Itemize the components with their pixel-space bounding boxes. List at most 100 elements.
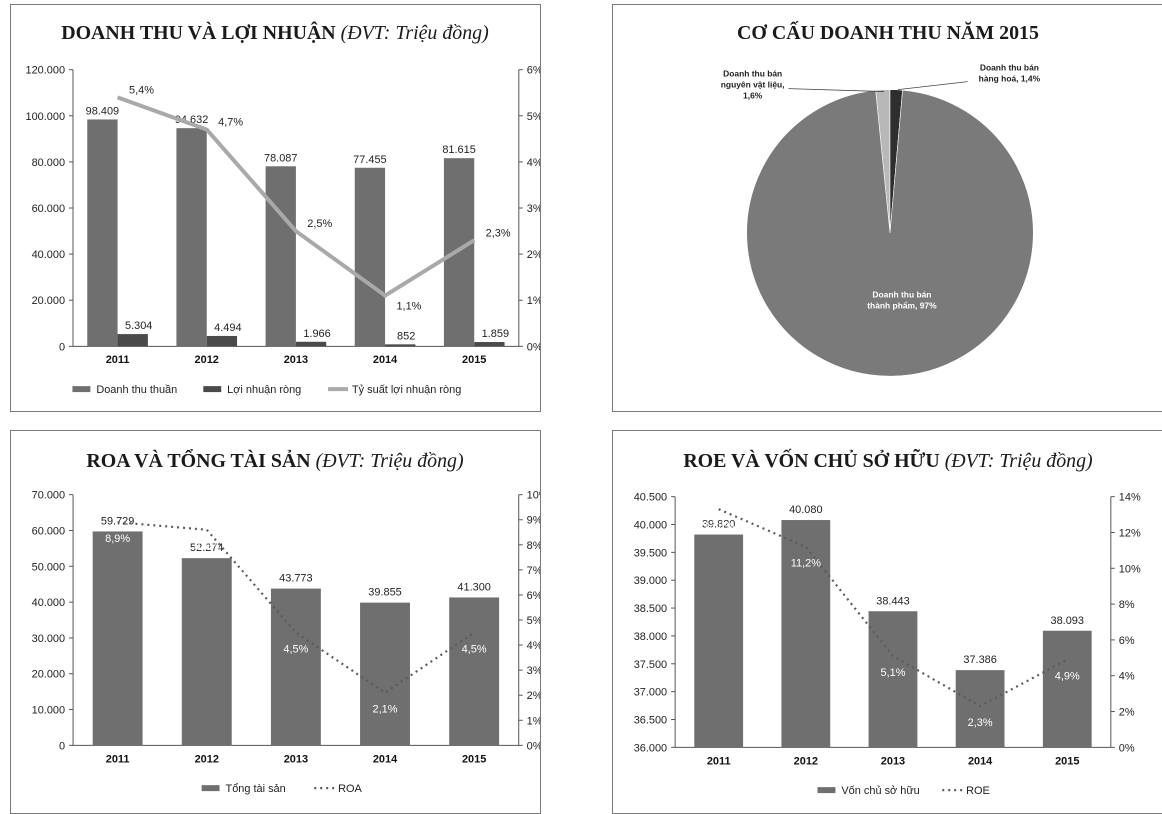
bar-value-label: 852 bbox=[397, 330, 415, 342]
y-tick-label: 0 bbox=[59, 341, 65, 353]
line-value-label: 4,7% bbox=[218, 117, 243, 129]
line-value-label: 2,3% bbox=[968, 717, 993, 729]
series-dotted-line bbox=[718, 508, 1068, 708]
y-tick-label: 50.000 bbox=[32, 561, 65, 573]
y-tick-label: 38.500 bbox=[634, 603, 667, 615]
bar bbox=[181, 558, 232, 746]
bar-value-label: 37.386 bbox=[963, 654, 996, 666]
bar bbox=[117, 334, 148, 347]
y2-tick-label: 9% bbox=[527, 515, 540, 527]
y2-tick-label: 10% bbox=[527, 490, 540, 502]
y-tick-label: 120.000 bbox=[25, 65, 65, 77]
y-tick-label: 60.000 bbox=[32, 203, 65, 215]
chart-title-main: ROA VÀ TỔNG TÀI SẢN bbox=[86, 450, 311, 472]
bar-value-label: 4.494 bbox=[214, 322, 241, 334]
line-value-label: 2,3% bbox=[486, 227, 511, 239]
line-value-label: 5,1% bbox=[881, 667, 906, 679]
y-tick-label: 36.000 bbox=[634, 742, 667, 754]
bar bbox=[360, 602, 410, 746]
pie-label-goods-1: Doanh thu bán bbox=[980, 63, 1039, 73]
line-value-label: 11,2% bbox=[791, 558, 821, 570]
x-tick-label: 2014 bbox=[373, 753, 398, 765]
bar-value-label: 52.274 bbox=[190, 542, 223, 554]
y2-tick-label: 0% bbox=[1119, 742, 1135, 754]
y-tick-label: 38.000 bbox=[634, 631, 667, 643]
y2-tick-label: 5% bbox=[527, 111, 540, 123]
y2-tick-label: 0% bbox=[527, 740, 540, 752]
x-tick-label: 2015 bbox=[462, 753, 486, 765]
revenue-profit-chart: DOANH THU VÀ LỢI NHUẬN (ĐVT: Triệu đồng)… bbox=[10, 4, 541, 412]
y-tick-label: 40.000 bbox=[32, 249, 65, 261]
y-tick-label: 40.500 bbox=[634, 492, 667, 504]
y2-tick-label: 8% bbox=[527, 540, 540, 552]
pie-label-material-2: nguyên vật liệu, bbox=[721, 80, 785, 90]
pie-leader-line bbox=[897, 81, 968, 90]
line-value-label: 4,5% bbox=[283, 643, 308, 655]
roa-assets-svg: ROA VÀ TỔNG TÀI SẢN (ĐVT: Triệu đồng) 0 1… bbox=[32, 450, 540, 795]
bar-value-label: 38.443 bbox=[876, 595, 909, 607]
legend-label: ROA bbox=[338, 783, 362, 795]
chart-title-unit: (ĐVT: Triệu đồng) bbox=[341, 22, 489, 44]
legend-swatch bbox=[201, 785, 220, 792]
chart-title: DOANH THU VÀ LỢI NHUẬN (ĐVT: Triệu đồng) bbox=[61, 21, 489, 44]
x-tick-label: 2013 bbox=[881, 755, 905, 767]
bar-value-label: 77.455 bbox=[353, 154, 386, 166]
line-value-label: 4,9% bbox=[1055, 670, 1080, 682]
legend-label: Tỷ suất lợi nhuận ròng bbox=[352, 384, 461, 396]
x-tick-label: 2011 bbox=[106, 753, 130, 765]
bar bbox=[176, 128, 207, 347]
chart-title: ROA VÀ TỔNG TÀI SẢN (ĐVT: Triệu đồng) bbox=[86, 450, 463, 472]
line-value-label: 13,3% bbox=[703, 520, 734, 532]
y-tick-label: 20.000 bbox=[32, 295, 65, 307]
bar-value-label: 1.859 bbox=[482, 328, 509, 340]
line-value-label: 1,1% bbox=[396, 301, 421, 313]
y-tick-label: 20.000 bbox=[32, 669, 65, 681]
y2-tick-label: 5% bbox=[527, 615, 540, 627]
y2-tick-label: 10% bbox=[1119, 563, 1141, 575]
bar-value-label: 59.729 bbox=[101, 515, 134, 527]
x-tick-label: 2012 bbox=[794, 755, 818, 767]
legend-label: ROE bbox=[966, 785, 990, 797]
x-tick-label: 2014 bbox=[373, 354, 398, 366]
y2-tick-label: 4% bbox=[527, 640, 540, 652]
line-value-label: 8,6% bbox=[194, 541, 219, 553]
bar bbox=[694, 534, 744, 748]
bar-value-label: 43.773 bbox=[279, 573, 312, 585]
pie-label-finished-1: Doanh thu bán bbox=[872, 290, 931, 300]
y2-tick-label: 1% bbox=[527, 295, 540, 307]
y-tick-label: 10.000 bbox=[32, 705, 65, 717]
chart-title-main: ROE VÀ VỐN CHỦ SỞ HỮU bbox=[683, 450, 939, 472]
y2-tick-label: 6% bbox=[527, 65, 540, 77]
y2-tick-label: 12% bbox=[1119, 527, 1141, 539]
y-tick-label: 100.000 bbox=[25, 111, 65, 123]
revenue-structure-svg: CƠ CẤU DOANH THU NĂM 2015 Doanh thu bánn… bbox=[721, 20, 1041, 377]
y2-tick-label: 8% bbox=[1119, 599, 1135, 611]
pie-leader-line bbox=[788, 88, 885, 92]
bar bbox=[385, 344, 416, 347]
bar-value-label: 39.855 bbox=[368, 587, 401, 599]
revenue-profit-svg: DOANH THU VÀ LỢI NHUẬN (ĐVT: Triệu đồng)… bbox=[25, 21, 540, 396]
bar bbox=[206, 335, 238, 347]
line-value-label: 2,1% bbox=[373, 704, 398, 716]
legend-label: Tổng tài sản bbox=[226, 783, 286, 795]
pie-label-material-1: Doanh thu bán bbox=[723, 69, 782, 79]
bar bbox=[1042, 630, 1092, 748]
y-tick-label: 40.000 bbox=[634, 519, 667, 531]
line-value-label: 8,9% bbox=[105, 533, 130, 545]
y2-tick-label: 1% bbox=[527, 715, 540, 727]
y2-tick-label: 2% bbox=[527, 690, 540, 702]
y2-tick-label: 6% bbox=[527, 590, 540, 602]
pie-label-goods-2: hàng hoá, 1,4% bbox=[979, 74, 1041, 84]
bar bbox=[295, 341, 327, 347]
line-value-label: 4,5% bbox=[462, 643, 487, 655]
y-tick-label: 80.000 bbox=[32, 157, 65, 169]
bar-value-label: 41.300 bbox=[457, 581, 490, 593]
x-tick-label: 2011 bbox=[707, 755, 731, 767]
legend-swatch bbox=[203, 386, 222, 393]
y2-tick-label: 14% bbox=[1119, 492, 1141, 504]
x-tick-label: 2011 bbox=[106, 354, 130, 366]
bar bbox=[87, 119, 118, 347]
x-tick-label: 2014 bbox=[968, 755, 993, 767]
legend-label: Vốn chủ sở hữu bbox=[841, 785, 919, 797]
line-value-label: 2,5% bbox=[307, 218, 332, 230]
